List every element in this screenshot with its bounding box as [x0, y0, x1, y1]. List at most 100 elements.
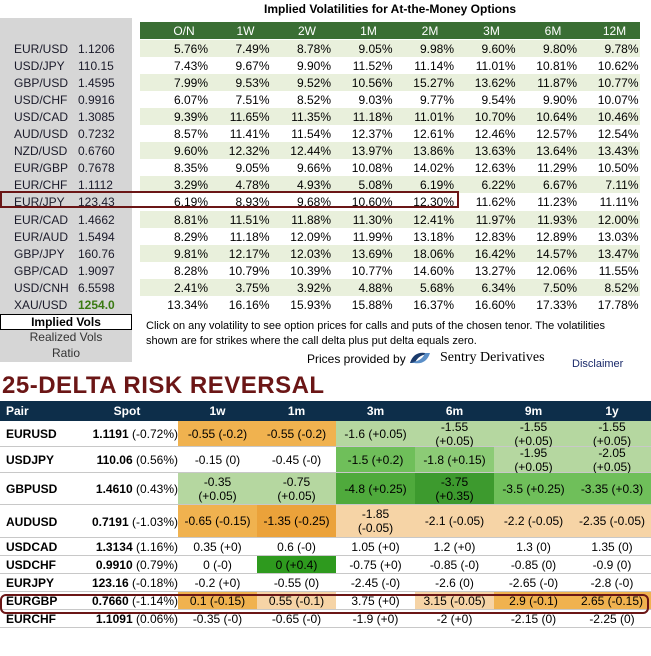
vol-cell[interactable]: 13.27%	[474, 263, 516, 278]
rr-cell[interactable]: 1.35 (0)	[591, 539, 633, 554]
vol-cell[interactable]: 10.77%	[351, 263, 393, 278]
vol-cell[interactable]: 4.88%	[358, 280, 393, 295]
vol-cell[interactable]: 11.65%	[229, 110, 270, 125]
rr-cell[interactable]: -0.45 (-0)	[271, 452, 322, 467]
vol-cell[interactable]: 10.50%	[597, 161, 639, 176]
vol-cell[interactable]: 11.35%	[291, 110, 331, 125]
vol-cell[interactable]: 11.54%	[291, 127, 331, 142]
vol-cell[interactable]: 3.29%	[173, 178, 208, 193]
vol-cell[interactable]: 7.50%	[542, 280, 577, 295]
vol-cell[interactable]: 13.69%	[351, 246, 393, 261]
vol-cell[interactable]: 9.81%	[173, 246, 208, 261]
vol-cell[interactable]: 10.64%	[536, 110, 577, 125]
vol-cell[interactable]: 13.62%	[474, 76, 516, 91]
vol-cell[interactable]: 7.43%	[173, 59, 208, 74]
vol-cell[interactable]: 14.02%	[413, 161, 454, 176]
vol-cell[interactable]: 15.93%	[290, 297, 331, 312]
vol-cell[interactable]: 11.41%	[229, 127, 270, 142]
rr-cell[interactable]: -2.15 (0)	[510, 611, 557, 626]
vol-cell[interactable]: 10.77%	[597, 76, 639, 91]
vol-cell[interactable]: 11.87%	[537, 76, 577, 91]
vol-cell[interactable]: 12.17%	[228, 246, 270, 261]
rr-cell[interactable]: -1.9 (+0)	[352, 611, 399, 626]
vol-cell[interactable]: 9.39%	[173, 110, 208, 125]
vol-cell[interactable]: 8.93%	[235, 195, 270, 210]
vol-cell[interactable]: 10.56%	[351, 76, 393, 91]
vol-cell[interactable]: 6.19%	[419, 178, 454, 193]
rr-cell[interactable]: 3.75 (+0)	[351, 593, 400, 608]
rr-cell[interactable]: -0.35 (+0.05)	[178, 473, 257, 504]
vol-cell[interactable]: 17.33%	[536, 297, 577, 312]
vol-cell[interactable]: 7.11%	[605, 178, 639, 193]
vol-cell[interactable]: 12.03%	[290, 246, 331, 261]
vol-cell[interactable]: 13.34%	[167, 297, 208, 312]
vol-cell[interactable]: 7.49%	[235, 42, 270, 56]
rr-cell[interactable]: -2.25 (0)	[589, 611, 635, 626]
rr-cell[interactable]: -0.65 (-0.15)	[178, 505, 257, 537]
vol-cell[interactable]: 9.52%	[296, 76, 331, 91]
vol-cell[interactable]: 15.88%	[351, 297, 393, 312]
vol-cell[interactable]: 12.54%	[597, 127, 639, 142]
vol-cell[interactable]: 11.11%	[599, 195, 639, 210]
rr-cell[interactable]: -0.55 (0)	[273, 575, 320, 590]
vol-cell[interactable]: 8.52%	[604, 280, 639, 295]
rr-cell[interactable]: 1.2 (+0)	[433, 539, 476, 554]
rr-cell[interactable]: -1.8 (+0.15)	[415, 447, 494, 472]
vol-cell[interactable]: 10.62%	[597, 59, 639, 74]
rr-cell[interactable]: -2 (+0)	[436, 611, 473, 626]
vol-cell[interactable]: 9.53%	[235, 76, 270, 91]
rr-cell[interactable]: -1.35 (-0.25)	[257, 505, 336, 537]
rr-cell[interactable]: -1.55 (+0.05)	[494, 420, 573, 448]
rr-cell[interactable]: -1.55 (+0.05)	[573, 420, 651, 448]
vol-cell[interactable]: 13.03%	[597, 229, 639, 244]
vol-cell[interactable]: 12.41%	[413, 212, 454, 227]
vol-cell[interactable]: 11.29%	[537, 161, 577, 176]
vol-cell[interactable]: 10.39%	[290, 263, 331, 278]
vol-cell[interactable]: 13.47%	[597, 246, 639, 261]
vol-cell[interactable]: 12.00%	[597, 212, 639, 227]
vol-cell[interactable]: 12.09%	[290, 229, 331, 244]
rr-cell[interactable]: -2.05 (+0.05)	[573, 446, 651, 474]
vol-cell[interactable]: 6.34%	[481, 280, 516, 295]
vol-cell[interactable]: 9.60%	[481, 42, 516, 56]
vol-cell[interactable]: 12.44%	[290, 144, 331, 159]
rr-cell[interactable]: 0 (-0)	[203, 557, 232, 572]
vol-cell[interactable]: 16.37%	[413, 297, 454, 312]
vol-cell[interactable]: 7.99%	[173, 76, 208, 91]
rr-cell[interactable]: -4.8 (+0.25)	[336, 473, 415, 504]
rr-cell[interactable]: -1.85 (-0.05)	[336, 505, 415, 537]
vol-cell[interactable]: 16.16%	[228, 297, 270, 312]
vol-cell[interactable]: 12.37%	[351, 127, 393, 142]
vol-cell[interactable]: 2.41%	[173, 280, 208, 295]
rr-cell[interactable]: -3.75 (+0.35)	[415, 473, 494, 504]
rr-cell[interactable]: -2.8 (-0)	[590, 575, 634, 590]
rr-cell[interactable]: -0.35 (-0)	[192, 611, 243, 626]
rr-cell[interactable]: -0.9 (0)	[592, 557, 632, 572]
vol-cell[interactable]: 6.19%	[173, 195, 208, 210]
rr-cell[interactable]: 3.15 (-0.05)	[415, 592, 494, 609]
rr-cell[interactable]: 2.9 (-0.1)	[494, 592, 573, 609]
vol-cell[interactable]: 11.55%	[598, 263, 639, 278]
vol-cell[interactable]: 9.66%	[296, 161, 331, 176]
vol-cell[interactable]: 9.03%	[358, 93, 393, 108]
vol-cell[interactable]: 8.78%	[296, 42, 331, 56]
vol-cell[interactable]: 10.46%	[597, 110, 639, 125]
vol-cell[interactable]: 11.01%	[475, 59, 516, 74]
vol-cell[interactable]: 6.07%	[173, 93, 208, 108]
vol-cell[interactable]: 16.60%	[474, 297, 516, 312]
vol-cell[interactable]: 9.68%	[296, 195, 331, 210]
vol-cell[interactable]: 13.97%	[351, 144, 393, 159]
vol-cell[interactable]: 11.30%	[352, 212, 393, 227]
vol-cell[interactable]: 9.77%	[419, 93, 454, 108]
vol-cell[interactable]: 8.81%	[173, 212, 208, 227]
tab-realized-vols[interactable]: Realized Vols	[0, 330, 132, 346]
vol-cell[interactable]: 10.81%	[536, 59, 577, 74]
vol-cell[interactable]: 11.23%	[537, 195, 577, 210]
vol-cell[interactable]: 6.67%	[542, 178, 577, 193]
rr-cell[interactable]: -0.85 (0)	[510, 557, 557, 572]
vol-cell[interactable]: 11.93%	[537, 212, 577, 227]
rr-cell[interactable]: -2.2 (-0.05)	[494, 505, 573, 537]
rr-cell[interactable]: -0.2 (+0)	[194, 575, 241, 590]
vol-cell[interactable]: 16.42%	[474, 246, 516, 261]
vol-cell[interactable]: 13.43%	[597, 144, 639, 159]
